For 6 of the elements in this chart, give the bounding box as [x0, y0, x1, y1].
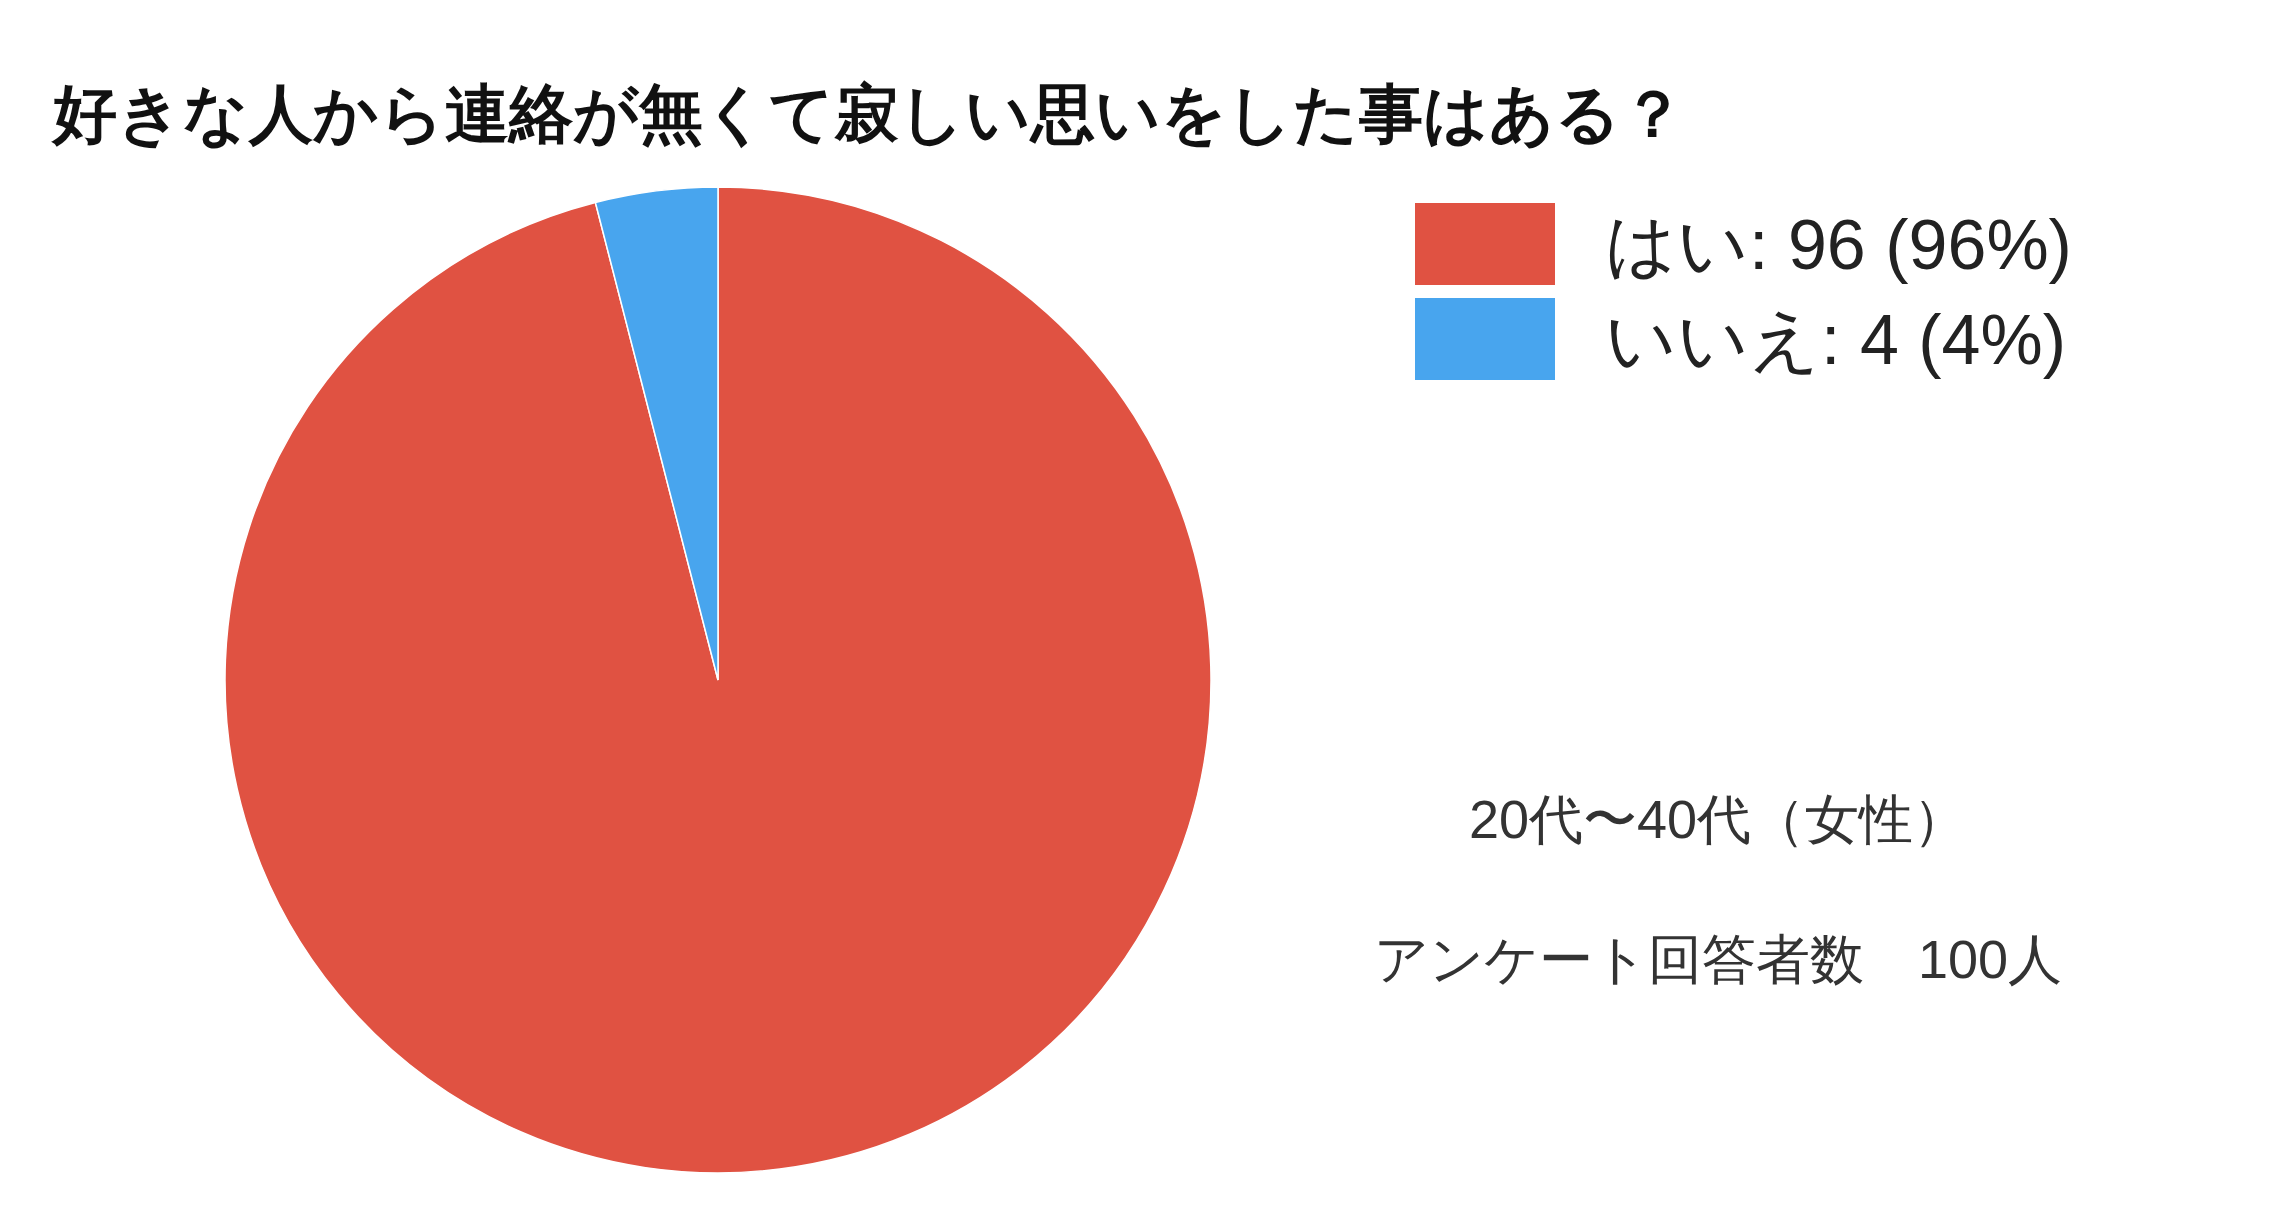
- legend-label: いいえ: 4 (4%): [1605, 301, 2067, 379]
- text: アンケート回答者数 100人: [1373, 929, 2063, 989]
- legend-label: はい: 96 (96%): [1605, 206, 2072, 284]
- pie-slice: [224, 186, 1212, 1173]
- chart-title: 好きな人から連絡が無くて寂しい思いをした事はある？: [51, 78, 1685, 150]
- text: 20代〜40代（女性）: [1468, 789, 1968, 849]
